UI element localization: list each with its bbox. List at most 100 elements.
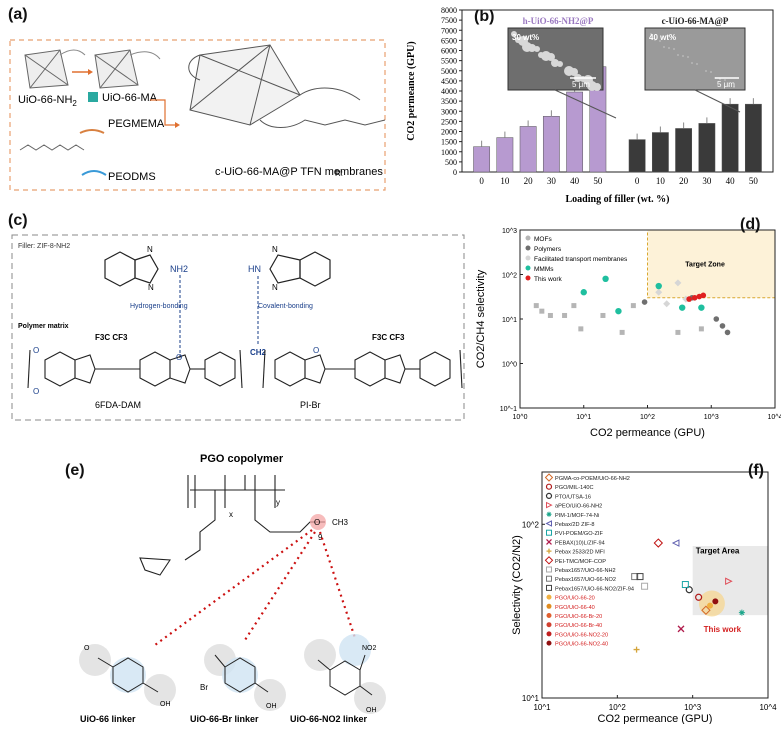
x-tick-label: 0 [635,176,640,186]
plot-frame [541,471,769,699]
x-tick-label: 0 [479,176,484,186]
svg-text:Polymer matrix: Polymer matrix [18,323,69,330]
data-point [641,299,648,305]
data-point [633,646,640,653]
pgo-title: PGO copolymer [200,453,284,465]
legend-label: Facilitated transport membranes [534,256,628,263]
panel-f: (f) Target Area This work 10^1 10^2 10^3 10^4… [470,460,781,725]
data-point [546,631,552,637]
data-point [671,539,680,547]
hbond-label: Hydrogen-bonding [130,303,188,310]
data-point [719,323,726,329]
x-tick-label: 40 [726,176,736,186]
data-point [544,473,554,482]
data-point [546,603,552,609]
sem-particle [551,59,559,67]
svg-text:OH: OH [266,703,277,710]
y-tick-label: 4000 [441,87,457,96]
y-tick-label: 1500 [441,138,457,147]
ether-oxygen-highlight [310,514,326,530]
data-point [546,566,552,573]
panel-e: (e) PGO copolymer x y 9 CH3 O [0,450,470,724]
scale-label: 5 μm [717,80,735,89]
svg-text:O: O [313,346,319,355]
svg-text:Filler: ZIF-8-NH2: Filler: ZIF-8-NH2 [18,243,70,250]
data-point [663,300,671,308]
legend-label: PGO/UiO-66-Br-20 [555,614,602,620]
sem-particle [538,52,544,58]
legend-label: PGO/UiO-66-NO2-40 [555,642,608,648]
svg-text:x: x [229,510,233,519]
y-tick-label: 2000 [441,128,457,137]
x-tick-label: 10^4 [759,703,777,712]
sem-particle [687,56,689,58]
panel-a: (a) UiO-66-NH2 UiO-66-MA PEGMEMA PEODMS [0,0,390,195]
sem-particle [663,46,665,48]
legend-label: PGO/UiO-66-20 [555,596,595,602]
data-point [724,329,731,336]
inset-title: c-UiO-66-MA@P [662,16,729,26]
data-point [677,625,685,633]
data-point [655,282,662,290]
y-tick-label: 10^2 [502,273,517,280]
mof-ma-octahedron-icon [94,49,139,89]
this-work-label: This work [704,625,742,634]
inset-pointer [694,89,741,113]
y-tick-label: 6500 [441,36,457,45]
data-point [545,520,552,527]
data-point [675,329,681,335]
pegmema-icon [79,129,105,134]
panel-f-scatter: Target Area This work 10^1 10^2 10^3 10^4 10^1… [511,471,777,725]
sem-particle [587,81,597,91]
data-point [546,501,553,509]
legend-label: Polymers [534,246,562,253]
x-tick-label: 10 [656,176,666,186]
scale-label: 5 μm [572,80,590,89]
x-tick-label: 50 [749,176,759,186]
bar [473,146,491,173]
legend-label: Pebax1657/UiO-66-NO2 [555,577,616,583]
y-axis-label: Selectivity (CO2/N2) [511,535,523,635]
pgo-chain [139,475,325,576]
uio66-no2-linker: NO2 OH [304,634,386,714]
cbond-label: Covalent-bonding [258,303,313,310]
y-tick-label: 10^1 [502,317,517,324]
legend-marker [525,245,531,251]
data-point [546,548,552,554]
y-tick-label: 10^3 [502,228,517,235]
x-axis-label: Loading of filler (wt. %) [566,194,670,205]
uio66-linker: O OH [79,644,176,708]
sem-particle [673,48,675,50]
sem-particle [733,86,735,88]
poly2-label: PI-Br [300,400,321,410]
data-point [698,326,704,332]
bar [542,116,560,173]
target-zone-label: Target Zone [685,262,725,269]
panel-d-label: (d) [740,216,761,233]
x-axis-label: CO2 permeance (GPU) [598,713,713,724]
data-point [682,295,690,303]
panel-d: (d) Target Zone 10^0 10^1 10^2 10^3 10^4 10^-1… [470,212,781,442]
x-tick-label: 30 [702,176,712,186]
legend-marker [525,255,531,261]
membrane-label: c-UiO-66-MA@P TFN membranes [215,166,383,178]
data-point [533,303,539,309]
data-point [655,288,663,296]
bar [698,123,716,173]
x-tick-label: 10 [500,176,510,186]
panel-e-scheme: PGO copolymer x y 9 CH3 O O [79,453,386,724]
x-tick-label: 50 [593,176,603,186]
data-point [545,483,553,490]
sem-particle [724,79,726,81]
sem-particle [668,47,670,49]
mof-octahedron-icon [24,49,69,89]
bar [496,137,514,173]
x-tick-label: 10^1 [576,414,591,421]
linker1-label: UiO-66 linker [80,714,136,724]
legend-marker [525,275,531,281]
data-point [701,605,711,615]
svg-text:PEODMS: PEODMS [108,171,156,183]
svg-text:R:: R: [335,169,343,178]
svg-text:N: N [148,283,154,292]
uio-ma-icon [88,92,98,102]
